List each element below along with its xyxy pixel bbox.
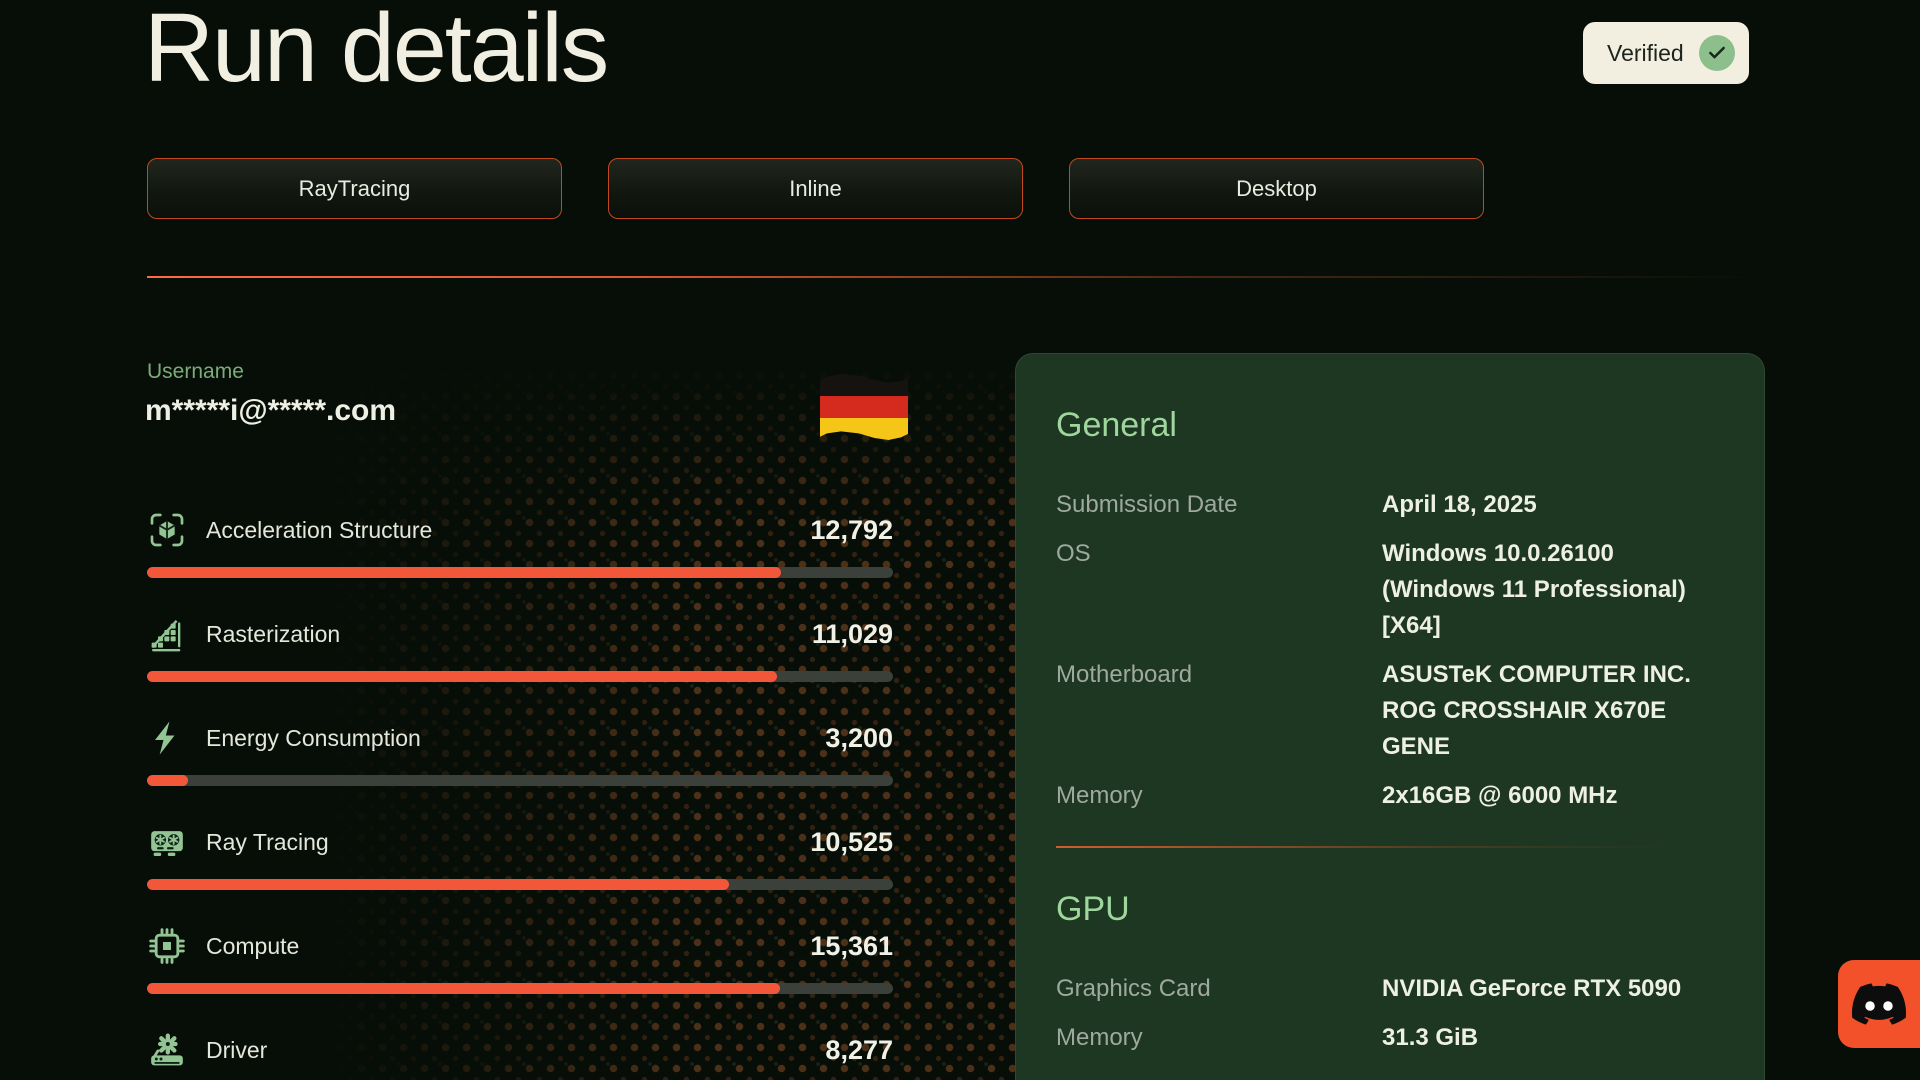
compute-icon xyxy=(147,926,187,966)
score-row-compute: Compute 15,361 xyxy=(147,922,893,994)
gpu-section-heading: GPU xyxy=(1056,890,1130,928)
score-label: Compute xyxy=(206,932,300,959)
info-label: Graphics Card xyxy=(1056,975,1211,1002)
score-value: 10,525 xyxy=(810,826,893,857)
acceleration-structure-icon xyxy=(147,510,187,550)
score-row-acceleration-structure: Acceleration Structure 12,792 xyxy=(147,506,893,578)
verified-badge: Verified xyxy=(1583,22,1749,84)
score-label: Driver xyxy=(206,1036,268,1063)
rasterization-icon xyxy=(147,614,187,654)
score-list: Acceleration Structure 12,792 xyxy=(147,506,893,1080)
info-value: 31.3 GiB xyxy=(1382,1024,1479,1051)
general-info-grid: Submission Date April 18, 2025 OS Window… xyxy=(1056,487,1724,814)
info-label: OS xyxy=(1056,540,1091,567)
username-value: m*****i@*****.com xyxy=(145,394,397,427)
tabs-underline xyxy=(147,276,1759,278)
ray-tracing-icon xyxy=(147,822,187,862)
score-label: Rasterization xyxy=(206,620,341,647)
score-value: 3,200 xyxy=(825,722,893,753)
germany-flag-icon xyxy=(820,374,908,440)
score-row-energy-consumption: Energy Consumption 3,200 xyxy=(147,714,893,786)
score-bar xyxy=(147,567,893,578)
score-bar xyxy=(147,775,893,786)
benchmark-tabs: RayTracing Inline Desktop xyxy=(147,158,1484,219)
score-value: 8,277 xyxy=(825,1034,893,1065)
score-label: Ray Tracing xyxy=(206,828,329,855)
info-value: Windows 10.0.26100 (Windows 11 Professio… xyxy=(1382,540,1686,639)
verified-label: Verified xyxy=(1607,39,1684,66)
info-value: NVIDIA GeForce RTX 5090 xyxy=(1382,975,1682,1002)
info-value: April 18, 2025 xyxy=(1382,491,1537,518)
info-label: Motherboard xyxy=(1056,661,1193,688)
score-row-ray-tracing: Ray Tracing 10,525 xyxy=(147,818,893,890)
score-bar xyxy=(147,879,893,890)
score-label: Energy Consumption xyxy=(206,724,421,751)
info-label: Memory xyxy=(1056,782,1143,809)
tab-raytracing[interactable]: RayTracing xyxy=(147,158,562,219)
discord-button[interactable] xyxy=(1838,960,1920,1048)
panel-divider xyxy=(1056,846,1724,848)
system-info-panel: General Submission Date April 18, 2025 O… xyxy=(1015,353,1765,1080)
page-title: Run details xyxy=(144,0,609,102)
info-label: Submission Date xyxy=(1056,491,1238,518)
score-value: 11,029 xyxy=(811,618,893,649)
score-label: Acceleration Structure xyxy=(206,516,433,543)
score-value: 15,361 xyxy=(810,930,893,961)
score-row-driver: Driver 8,277 xyxy=(147,1026,893,1080)
energy-consumption-icon xyxy=(147,718,187,758)
info-label: Memory xyxy=(1056,1024,1143,1051)
info-value: 2x16GB @ 6000 MHz xyxy=(1382,782,1618,809)
score-bar xyxy=(147,671,893,682)
username-label: Username xyxy=(147,360,244,383)
tab-desktop[interactable]: Desktop xyxy=(1069,158,1484,219)
discord-icon xyxy=(1852,977,1906,1031)
tab-inline[interactable]: Inline xyxy=(608,158,1023,219)
general-section-heading: General xyxy=(1056,406,1177,444)
info-value: ASUSTeK COMPUTER INC. ROG CROSSHAIR X670… xyxy=(1382,661,1691,760)
halftone-dot-pattern xyxy=(330,365,1015,1080)
score-row-rasterization: Rasterization 11,029 xyxy=(147,610,893,682)
verified-check-icon xyxy=(1698,35,1735,71)
score-bar xyxy=(147,983,893,994)
score-value: 12,792 xyxy=(810,514,893,545)
gpu-info-grid: Graphics Card NVIDIA GeForce RTX 5090 Me… xyxy=(1056,971,1724,1056)
driver-icon xyxy=(147,1030,187,1070)
